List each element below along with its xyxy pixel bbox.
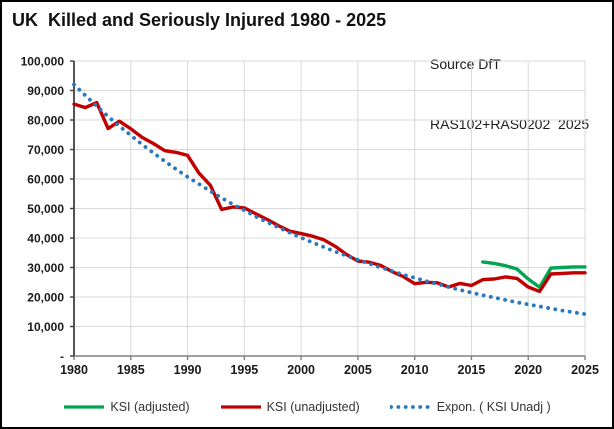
x-tick-label: 1990 — [174, 363, 202, 377]
legend-item-expon-ksi-unadj: Expon. ( KSI Unadj ) — [389, 400, 551, 414]
legend-swatch-expon-ksi-unadj — [389, 405, 432, 409]
series-line-ksi-unadjusted — [72, 100, 587, 294]
chart-title: UK Killed and Seriously Injured 1980 - 2… — [12, 10, 387, 30]
y-tick-label: 50,000 — [27, 202, 64, 216]
x-tick-label: 2020 — [514, 363, 542, 377]
legend-item-ksi-unadjusted: KSI (unadjusted) — [220, 400, 360, 414]
y-tick-label: 20,000 — [27, 291, 64, 305]
plot-area: - 10,000 20,000 30,000 40,000 50,000 60,000 70,… — [21, 55, 599, 378]
x-tick-label: 1995 — [230, 363, 258, 377]
y-tick-label: - — [60, 350, 64, 364]
legend-label: KSI (unadjusted) — [266, 400, 360, 414]
legend: KSI (adjusted) KSI (unadjusted) Expon. ( K… — [2, 400, 612, 414]
y-tick-label: 70,000 — [27, 143, 64, 157]
y-tick-label: 80,000 — [27, 114, 64, 128]
x-tick-label: 1980 — [60, 363, 88, 377]
x-tick-label: 2000 — [287, 363, 315, 377]
y-tick-label: 100,000 — [21, 55, 65, 69]
y-tick-label: 10,000 — [27, 320, 64, 334]
legend-swatch-ksi-adjusted — [64, 405, 105, 409]
y-tick-label: 60,000 — [27, 173, 64, 187]
x-tick-label: 1985 — [117, 363, 145, 377]
y-tick-label: 40,000 — [27, 232, 64, 246]
series-line-expon-ksi-unadj — [72, 82, 587, 316]
x-tick-label: 2010 — [401, 363, 429, 377]
x-tick-label: 2005 — [344, 363, 372, 377]
y-tick-label: 90,000 — [27, 84, 64, 98]
legend-label: KSI (adjusted) — [110, 400, 190, 414]
legend-swatch-ksi-unadjusted — [220, 405, 261, 409]
source-line-1: Source DfT — [430, 56, 501, 72]
x-tick-label: 2025 — [571, 363, 599, 377]
y-tick-label: 30,000 — [27, 261, 64, 275]
series-line-ksi-adjusted — [481, 260, 587, 289]
legend-label: Expon. ( KSI Unadj ) — [436, 400, 551, 414]
legend-item-ksi-adjusted: KSI (adjusted) — [63, 400, 190, 414]
x-tick-label: 2015 — [458, 363, 486, 377]
